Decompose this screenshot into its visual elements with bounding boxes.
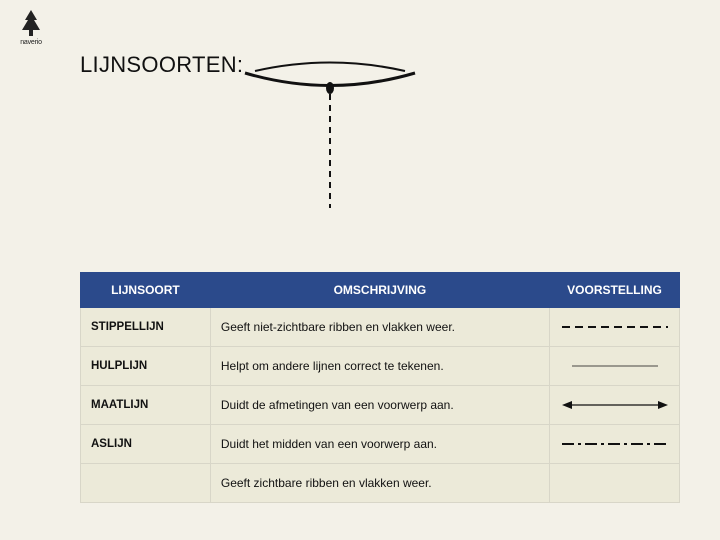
table-header-row: LIJNSOORT OMSCHRIJVING VOORSTELLING: [81, 273, 680, 308]
cell-omschrijving: Geeft niet-zichtbare ribben en vlakken w…: [210, 308, 549, 347]
double-arrow-line-icon: [560, 398, 670, 412]
cell-omschrijving: Geeft zichtbare ribben en vlakken weer.: [210, 464, 549, 503]
table-row: STIPPELLIJN Geeft niet-zichtbare ribben …: [81, 308, 680, 347]
table-row: HULPLIJN Helpt om andere lijnen correct …: [81, 347, 680, 386]
cell-omschrijving: Helpt om andere lijnen correct te tekene…: [210, 347, 549, 386]
cell-voorstelling: [550, 425, 680, 464]
col-header-voorstelling: VOORSTELLING: [550, 273, 680, 308]
cell-omschrijving: Duidt het midden van een voorwerp aan.: [210, 425, 549, 464]
thin-solid-line-icon: [560, 359, 670, 373]
table-row: ASLIJN Duidt het midden van een voorwerp…: [81, 425, 680, 464]
cell-lijnsoort: MAATLIJN: [81, 386, 211, 425]
title-decoration: [240, 58, 420, 218]
cell-lijnsoort: ASLIJN: [81, 425, 211, 464]
tree-icon: [17, 8, 45, 38]
dashed-line-icon: [560, 320, 670, 334]
col-header-omschrijving: OMSCHRIJVING: [210, 273, 549, 308]
cell-voorstelling: [550, 464, 680, 503]
logo: naverio: [12, 8, 50, 50]
table-row: MAATLIJN Duidt de afmetingen van een voo…: [81, 386, 680, 425]
cell-lijnsoort: HULPLIJN: [81, 347, 211, 386]
logo-text: naverio: [20, 39, 42, 46]
cell-omschrijving: Duidt de afmetingen van een voorwerp aan…: [210, 386, 549, 425]
line-types-table: LIJNSOORT OMSCHRIJVING VOORSTELLING STIP…: [80, 272, 680, 503]
cell-lijnsoort: STIPPELLIJN: [81, 308, 211, 347]
cell-voorstelling: [550, 347, 680, 386]
cell-voorstelling: [550, 308, 680, 347]
dash-dot-line-icon: [560, 437, 670, 451]
cell-voorstelling: [550, 386, 680, 425]
table-row: Geeft zichtbare ribben en vlakken weer.: [81, 464, 680, 503]
col-header-lijnsoort: LIJNSOORT: [81, 273, 211, 308]
cell-lijnsoort: [81, 464, 211, 503]
page-title: LIJNSOORTEN:: [80, 52, 243, 78]
